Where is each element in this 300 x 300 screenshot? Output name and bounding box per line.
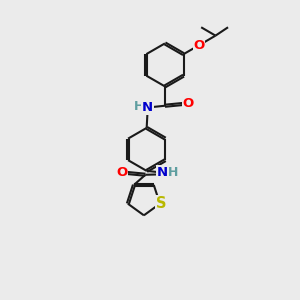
- Text: O: O: [182, 97, 194, 110]
- Text: N: N: [142, 101, 153, 114]
- Text: H: H: [134, 100, 144, 113]
- Text: O: O: [116, 166, 128, 179]
- Text: H: H: [167, 166, 178, 178]
- Text: S: S: [156, 196, 166, 211]
- Text: N: N: [157, 166, 168, 179]
- Text: O: O: [194, 39, 205, 52]
